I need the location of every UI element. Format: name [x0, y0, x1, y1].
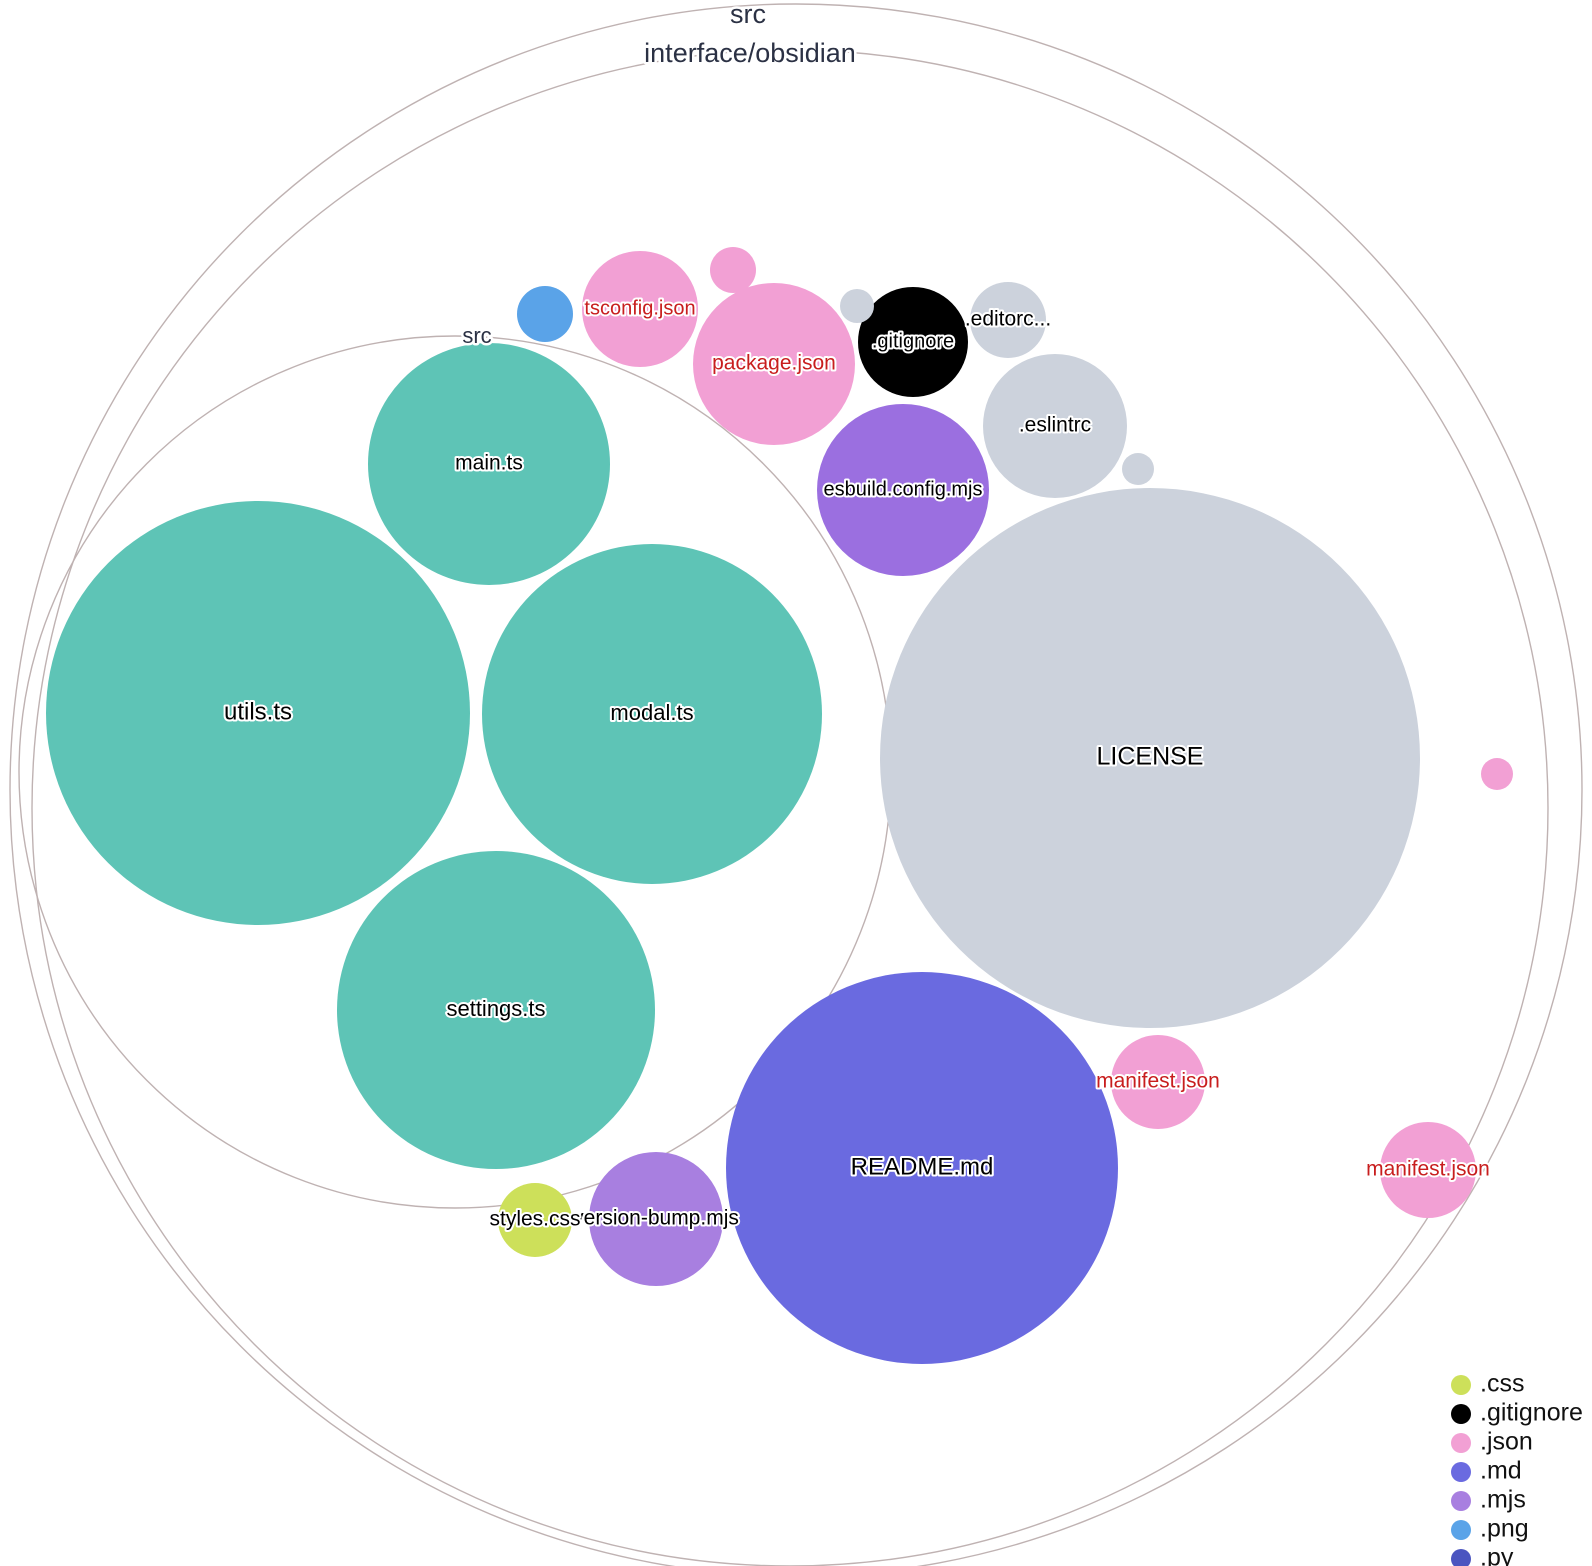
legend-swatch-md[interactable] [1451, 1462, 1471, 1482]
legend-label-css: .css [1480, 1370, 1524, 1398]
legend-label-mjs: .mjs [1480, 1486, 1526, 1514]
group-label-src: src [462, 323, 491, 348]
legend-swatch-mjs[interactable] [1451, 1491, 1471, 1511]
file-circle-tsconfig-json[interactable] [582, 251, 698, 367]
group-label-layer: src interface/obsidian src [460, 0, 858, 350]
file-circle--gitignore[interactable] [858, 287, 968, 397]
legend: .css.gitignore.json.md.mjs.png.py.ts [1451, 1370, 1583, 1566]
legend-swatch-py[interactable] [1451, 1549, 1471, 1566]
group-circle-interface-obsidian[interactable] [31, 49, 1549, 1566]
legend-swatch-css[interactable] [1451, 1375, 1471, 1395]
file-circle-gray-small-right[interactable] [1122, 453, 1154, 485]
file-circle-main-ts[interactable] [368, 343, 610, 585]
legend-label-json: .json [1480, 1428, 1533, 1456]
file-circle-readme-md[interactable] [726, 972, 1118, 1364]
file-circle-utils-ts[interactable] [46, 501, 470, 925]
file-circle-gray-small-top[interactable] [840, 289, 874, 323]
file-circle-json-small-right[interactable] [1481, 758, 1513, 790]
legend-swatch-json[interactable] [1451, 1433, 1471, 1453]
legend-swatch-png[interactable] [1451, 1520, 1471, 1540]
group-circle-src[interactable] [9, 3, 1583, 1566]
group-label-interface-obsidian: interface/obsidian [644, 38, 856, 68]
legend-label-png: .png [1480, 1515, 1529, 1543]
file-circle-manifest-json-outer[interactable] [1380, 1122, 1476, 1218]
file-circle-styles-css[interactable] [498, 1183, 572, 1257]
file-circle-png-asset[interactable] [517, 286, 573, 342]
file-circle-license[interactable] [880, 488, 1420, 1028]
file-circle--eslintrc[interactable] [983, 354, 1127, 498]
file-circle-settings-ts[interactable] [337, 851, 655, 1169]
legend-label-gitignore: .gitignore [1480, 1399, 1583, 1427]
file-circle-esbuild-config-mjs[interactable] [817, 404, 989, 576]
file-circle-manifest-json-inner[interactable] [1111, 1035, 1205, 1129]
file-circle-json-small-top[interactable] [710, 247, 756, 293]
file-circle-package-json[interactable] [693, 283, 855, 445]
file-circle-modal-ts[interactable] [482, 544, 822, 884]
file-circle--editorconfig[interactable] [970, 282, 1046, 358]
group-label-src: src [730, 0, 766, 29]
legend-label-md: .md [1480, 1457, 1522, 1485]
file-circle-version-bump-mjs[interactable] [589, 1152, 723, 1286]
legend-label-py: .py [1480, 1544, 1514, 1566]
legend-swatch-gitignore[interactable] [1451, 1404, 1471, 1424]
node-circle-layer [46, 247, 1513, 1364]
